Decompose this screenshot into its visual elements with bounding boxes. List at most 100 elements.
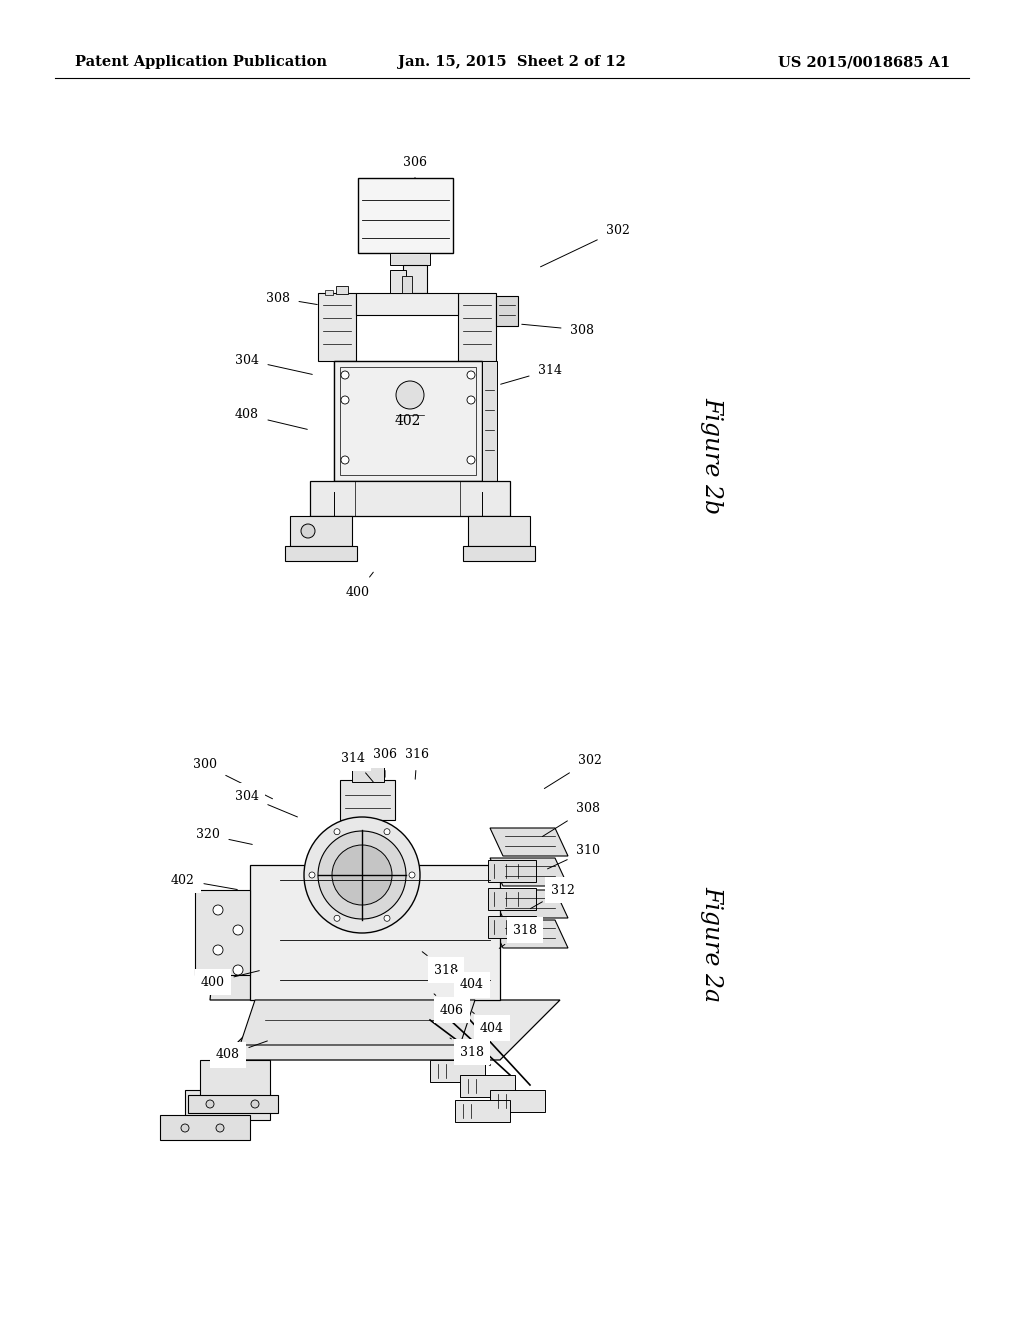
Circle shape: [301, 524, 315, 539]
Text: Figure 2a: Figure 2a: [700, 886, 723, 1002]
Circle shape: [332, 845, 392, 906]
Text: 314: 314: [501, 363, 562, 384]
Bar: [488, 888, 536, 909]
Text: 306: 306: [403, 156, 427, 178]
Text: Patent Application Publication: Patent Application Publication: [75, 55, 327, 69]
Bar: [463, 546, 535, 561]
Bar: [310, 480, 510, 516]
Bar: [325, 290, 333, 294]
Text: 310: 310: [548, 843, 600, 869]
Polygon shape: [490, 890, 568, 917]
Circle shape: [334, 915, 340, 921]
Circle shape: [318, 832, 406, 919]
Text: Jan. 15, 2015  Sheet 2 of 12: Jan. 15, 2015 Sheet 2 of 12: [398, 55, 626, 69]
Text: 320: 320: [196, 829, 252, 845]
Bar: [482, 360, 497, 480]
Polygon shape: [460, 1074, 515, 1097]
Text: 304: 304: [234, 789, 297, 817]
Polygon shape: [160, 1115, 250, 1140]
Text: 318: 318: [500, 924, 537, 948]
Bar: [334, 360, 356, 480]
Circle shape: [213, 906, 223, 915]
Text: 400: 400: [346, 572, 374, 598]
Text: US 2015/0018685 A1: US 2015/0018685 A1: [778, 55, 950, 69]
Text: 304: 304: [234, 354, 312, 375]
Bar: [460, 360, 482, 480]
Circle shape: [341, 371, 349, 379]
Text: 306: 306: [373, 748, 397, 777]
Circle shape: [384, 915, 390, 921]
Polygon shape: [490, 920, 568, 948]
Circle shape: [341, 396, 349, 404]
Polygon shape: [430, 1060, 485, 1082]
Bar: [402, 276, 412, 293]
Bar: [188, 1096, 278, 1113]
Bar: [336, 286, 348, 294]
Text: 308: 308: [543, 801, 600, 837]
Text: 312: 312: [530, 883, 574, 908]
Text: 318: 318: [450, 1038, 484, 1059]
Circle shape: [334, 829, 340, 834]
Polygon shape: [185, 1090, 270, 1119]
Circle shape: [396, 381, 424, 409]
Text: 316: 316: [406, 748, 429, 779]
Circle shape: [384, 829, 390, 834]
Text: Figure 2b: Figure 2b: [700, 397, 723, 513]
Bar: [340, 367, 476, 475]
Polygon shape: [200, 1060, 270, 1100]
Bar: [285, 546, 357, 561]
Polygon shape: [455, 1100, 510, 1122]
Bar: [340, 780, 395, 820]
Polygon shape: [490, 1090, 545, 1111]
Polygon shape: [490, 858, 568, 886]
Circle shape: [213, 945, 223, 954]
Bar: [390, 253, 430, 265]
Circle shape: [181, 1125, 189, 1133]
Text: 402: 402: [171, 874, 238, 890]
Bar: [334, 360, 482, 480]
Text: 402: 402: [395, 414, 421, 428]
Bar: [458, 293, 496, 360]
Text: 408: 408: [216, 1041, 267, 1061]
Polygon shape: [240, 1001, 475, 1045]
Circle shape: [304, 817, 420, 933]
Bar: [496, 296, 518, 326]
Circle shape: [233, 925, 243, 935]
Bar: [390, 271, 406, 293]
Text: 308: 308: [266, 292, 317, 305]
Text: 406: 406: [434, 994, 464, 1016]
Bar: [468, 516, 530, 546]
Polygon shape: [195, 890, 250, 975]
Text: 302: 302: [541, 223, 630, 267]
Text: 408: 408: [234, 408, 307, 429]
Bar: [488, 861, 536, 882]
Circle shape: [341, 455, 349, 465]
Bar: [290, 516, 352, 546]
Circle shape: [467, 371, 475, 379]
Text: 404: 404: [472, 1011, 504, 1035]
Polygon shape: [250, 865, 500, 1001]
Circle shape: [467, 455, 475, 465]
Bar: [358, 178, 453, 253]
Polygon shape: [210, 900, 290, 1001]
Text: 404: 404: [457, 970, 484, 991]
Circle shape: [409, 873, 415, 878]
Polygon shape: [490, 828, 568, 855]
Circle shape: [251, 1100, 259, 1107]
Circle shape: [216, 1125, 224, 1133]
Text: 308: 308: [522, 323, 594, 337]
Bar: [488, 916, 536, 939]
Circle shape: [309, 873, 315, 878]
Circle shape: [233, 965, 243, 975]
Text: 302: 302: [545, 754, 602, 788]
Bar: [318, 293, 356, 360]
Circle shape: [467, 396, 475, 404]
Text: 400: 400: [201, 970, 259, 989]
Circle shape: [206, 1100, 214, 1107]
Text: 314: 314: [341, 751, 373, 781]
Text: 318: 318: [422, 952, 458, 977]
Bar: [356, 293, 458, 315]
Bar: [352, 762, 384, 781]
Bar: [403, 265, 427, 293]
Polygon shape: [220, 1001, 560, 1060]
